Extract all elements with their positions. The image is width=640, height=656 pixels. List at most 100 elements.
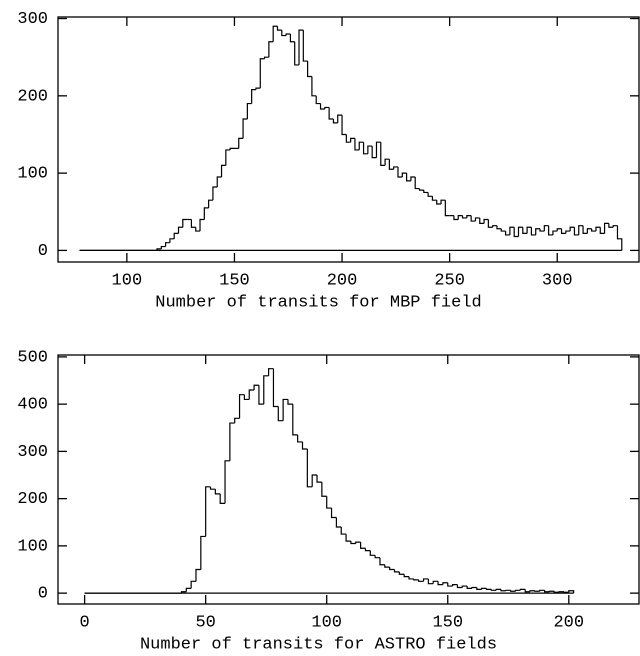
x-tick-label: 150 <box>432 613 463 632</box>
histogram-bin <box>214 489 221 495</box>
histogram-bin <box>591 228 596 232</box>
histogram-bin <box>219 493 226 504</box>
histogram-bin <box>160 245 166 249</box>
histogram-bin <box>212 186 218 201</box>
y-tick-label: 400 <box>17 396 48 415</box>
histogram-bin <box>285 33 291 36</box>
histogram-bin <box>242 118 248 139</box>
x-tick-label: 200 <box>553 613 584 632</box>
histogram-bin <box>414 176 420 190</box>
histogram-bin <box>324 106 330 109</box>
histogram-bin <box>490 589 497 591</box>
histogram-bin <box>461 215 467 219</box>
histogram-bin <box>259 58 265 89</box>
y-tick-label: 100 <box>17 165 48 184</box>
histogram-bin <box>526 226 532 234</box>
histogram-bin <box>294 41 300 66</box>
histogram-bin <box>453 215 459 221</box>
x-tick-label: 100 <box>311 613 342 632</box>
histogram-bin <box>255 87 261 90</box>
histogram-bin <box>238 394 245 419</box>
histogram-bin <box>345 134 351 143</box>
histogram-bin <box>432 580 439 584</box>
histogram-bin <box>423 190 429 194</box>
histogram-bin <box>389 567 395 571</box>
histogram-bin <box>603 222 609 234</box>
x-tick-label: 0 <box>80 613 90 632</box>
x-tick-label: 300 <box>542 271 573 290</box>
histogram-bin <box>229 422 235 461</box>
histogram-bin <box>522 227 528 235</box>
y-tick-label: 500 <box>17 348 48 367</box>
histogram-bin <box>354 138 360 151</box>
histogram-bin <box>616 225 623 251</box>
histogram-bin <box>535 228 541 235</box>
histogram-bin <box>332 119 338 124</box>
histogram-bin <box>350 137 355 143</box>
histogram-bin <box>341 115 347 136</box>
histogram-bin <box>362 142 368 155</box>
histogram-bin <box>180 591 187 594</box>
histogram-bin <box>384 564 390 568</box>
x-axis-label: Number of transits for MBP field <box>155 293 481 312</box>
histogram-bin <box>292 404 298 436</box>
x-tick-label: 50 <box>195 613 215 632</box>
histogram-bin <box>330 508 337 519</box>
y-tick-label: 0 <box>38 585 48 604</box>
histogram-bin <box>573 227 579 236</box>
histogram-bin <box>208 199 213 208</box>
histogram-bin <box>418 188 424 191</box>
histogram-bin <box>517 226 523 237</box>
histogram-bin <box>156 248 162 251</box>
histogram-bin <box>519 588 526 591</box>
histogram-bin <box>406 173 411 182</box>
histogram-bin <box>297 434 303 443</box>
histogram-bin <box>229 147 235 150</box>
histogram-bin <box>277 406 284 422</box>
histogram-bin <box>487 219 493 228</box>
histogram-bin <box>316 475 322 483</box>
histogram-bin <box>268 41 274 58</box>
histogram-bin <box>543 590 550 593</box>
histogram-bin <box>328 107 334 120</box>
histogram-bin <box>451 584 458 587</box>
histogram-bin <box>321 482 327 497</box>
histogram-bin <box>272 25 278 42</box>
histogram-bin <box>263 56 269 59</box>
histogram-bin <box>524 589 531 593</box>
histogram-bin <box>371 146 377 159</box>
histogram-bin <box>440 199 446 205</box>
histogram-bin <box>500 589 506 592</box>
histogram-bin <box>355 541 361 544</box>
histogram-bin <box>474 217 480 222</box>
histogram-bin <box>289 34 295 43</box>
y-tick-label: 0 <box>38 242 48 261</box>
histogram-bin <box>442 582 448 585</box>
histogram-bin <box>311 474 318 487</box>
histogram-bin <box>608 223 614 228</box>
histogram-bin <box>539 228 545 232</box>
histogram-bin <box>612 225 618 228</box>
histogram-bin <box>548 225 553 236</box>
histogram-bin <box>485 588 492 590</box>
histogram-bin <box>263 375 269 405</box>
histogram-bin <box>410 176 416 181</box>
histogram-bin <box>282 398 288 421</box>
histogram-bin <box>471 586 477 589</box>
histogram-bin <box>360 542 366 549</box>
histogram-bin <box>418 579 424 582</box>
histogram-bin <box>364 548 371 552</box>
histogram-bin <box>457 215 463 220</box>
histogram-bin <box>307 61 312 78</box>
histogram-bin <box>248 389 255 400</box>
histogram-bin <box>199 218 205 232</box>
axes-frame <box>57 354 640 605</box>
x-tick-label: 200 <box>327 271 358 290</box>
histogram-bin <box>272 368 279 408</box>
histogram-bin <box>311 76 317 97</box>
histogram-bin <box>238 137 244 149</box>
histogram-bin <box>190 219 196 228</box>
histogram-bin <box>530 227 536 236</box>
histogram-bin <box>444 200 450 217</box>
